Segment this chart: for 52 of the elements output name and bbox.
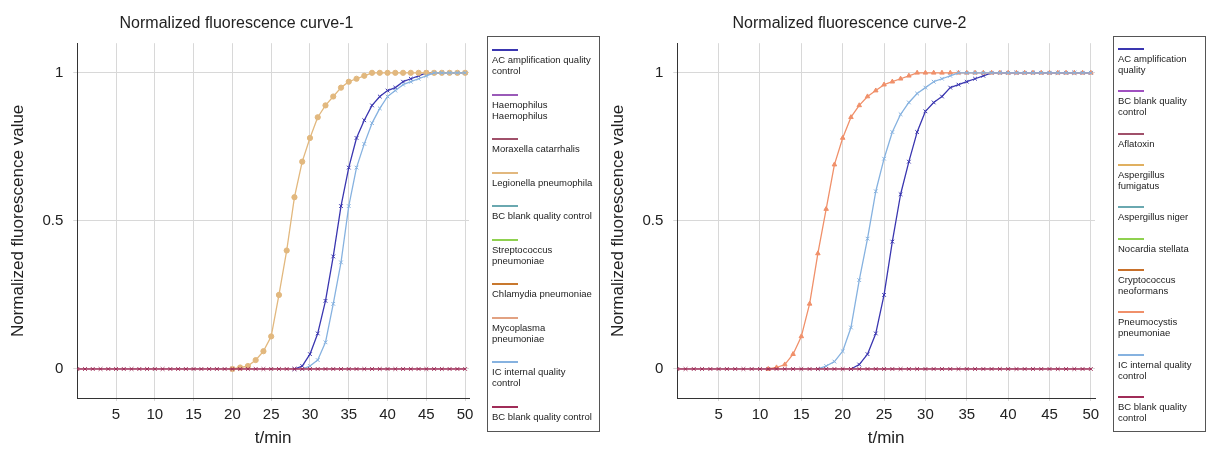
x-tick-label: 15 <box>185 404 202 422</box>
x-tick-label: 10 <box>146 404 164 422</box>
legend-label: AC amplification quality <box>1118 53 1188 76</box>
x-axis-title: t/min <box>254 428 292 448</box>
legend-label: Moraxella catarrhalis <box>492 143 581 155</box>
y-tick-label: 1 <box>654 62 664 80</box>
legend-label: Aflatoxin <box>1118 137 1156 149</box>
x-tick-label: 5 <box>111 404 121 422</box>
legend-label: AC amplification quality control <box>492 54 592 77</box>
chart-title: Normalized fluorescence curve-1 <box>119 14 354 32</box>
x-tick-label: 30 <box>301 404 319 422</box>
legend-label: Mycoplasma pneumoniae <box>492 321 547 344</box>
legend-label: IC internal quality control <box>1118 358 1193 381</box>
x-tick-label: 35 <box>958 404 976 422</box>
legend-label: BC blank quality control <box>492 410 593 422</box>
legend-label: BC blank quality control <box>492 210 593 222</box>
legend-label: Nocardia stellata <box>1118 242 1190 254</box>
x-tick-label: 30 <box>917 404 934 422</box>
x-tick-label: 5 <box>714 404 723 422</box>
x-tick-label: 45 <box>1041 404 1058 422</box>
legend-label: BC blank quality control <box>1118 400 1188 423</box>
x-tick-label: 35 <box>340 404 358 422</box>
y-axis-title: Normalized fluorescence value <box>7 104 27 338</box>
y-axis-title: Normalized fluorescence value <box>607 104 627 338</box>
y-tick-label: 0.5 <box>42 211 64 229</box>
chart-title: Normalized fluorescence curve-2 <box>732 14 967 32</box>
y-tick-label: 0.5 <box>642 211 664 229</box>
legend-label: BC blank quality control <box>1118 95 1188 118</box>
x-tick-label: 40 <box>379 404 396 422</box>
x-tick-label: 15 <box>792 404 810 422</box>
x-tick-label: 50 <box>456 404 474 422</box>
legend-label: Streptococcus pneumoniae <box>492 243 554 266</box>
x-tick-label: 25 <box>262 404 280 422</box>
x-tick-label: 25 <box>875 404 893 422</box>
y-tick-label: 1 <box>54 62 64 80</box>
legend-label: IC internal quality control <box>492 366 567 389</box>
x-axis-title: t/min <box>867 428 905 448</box>
legend-label: Cryptococcus neoformans <box>1118 273 1177 296</box>
x-tick-label: 10 <box>751 404 769 422</box>
legend-label: Pneumocystis pneumoniae <box>1118 316 1179 339</box>
legend-label: Chlamydia pneumoniae <box>492 288 593 300</box>
x-tick-label: 50 <box>1082 404 1100 422</box>
legend-label: Aspergillus niger <box>1118 211 1190 223</box>
legend-label: Aspergillus fumigatus <box>1118 169 1166 192</box>
x-tick-label: 20 <box>224 404 241 422</box>
legend-label: Legionella pneumophila <box>492 176 594 188</box>
x-tick-label: 20 <box>834 404 852 422</box>
y-tick-label: 0 <box>654 359 664 377</box>
x-tick-label: 40 <box>999 404 1017 422</box>
x-tick-label: 45 <box>417 404 435 422</box>
legend-label: Haemophilus Haemophilus <box>492 98 549 121</box>
y-tick-label: 0 <box>54 359 64 377</box>
